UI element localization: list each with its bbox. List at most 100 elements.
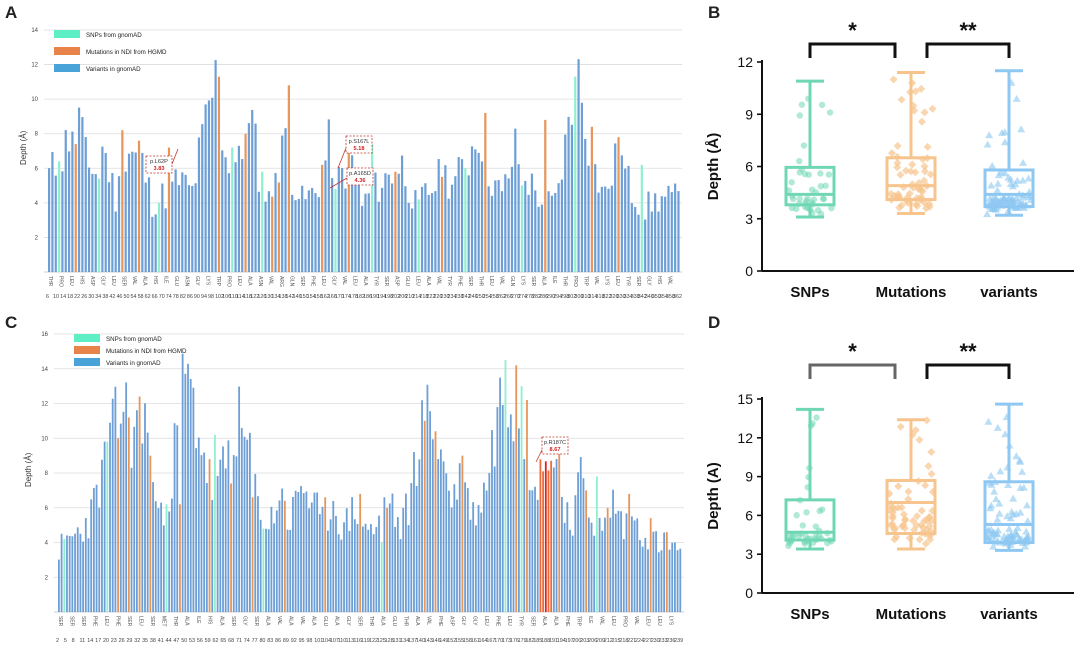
- variant-bar: [351, 497, 354, 612]
- mutation-bar: [149, 455, 152, 612]
- annotation-box: [346, 167, 374, 186]
- data-point: [925, 522, 934, 531]
- residue-label: ILE: [195, 616, 201, 624]
- data-point: [988, 161, 997, 169]
- index-label: 190: [370, 294, 379, 300]
- variant-bar: [353, 519, 356, 612]
- variant-bar: [668, 549, 671, 612]
- variant-bar: [267, 191, 270, 272]
- mutation-bar: [423, 420, 426, 612]
- variant-bar: [297, 491, 300, 612]
- residue-label: ASP: [89, 276, 95, 287]
- data-point: [897, 503, 906, 512]
- data-point: [993, 423, 1002, 431]
- index-label: 146: [432, 638, 441, 644]
- data-point: [924, 462, 933, 471]
- index-label: 82: [180, 294, 186, 300]
- variant-bar: [136, 410, 138, 612]
- variant-bar: [547, 191, 550, 272]
- index-label: 114: [236, 294, 245, 300]
- index-label: 338: [631, 294, 640, 300]
- residue-label: PHE: [310, 276, 316, 287]
- variant-bar: [387, 174, 390, 272]
- variant-bar: [554, 192, 557, 272]
- data-point: [920, 162, 929, 171]
- residue-label: TRP: [583, 276, 589, 287]
- variant-bar: [317, 197, 320, 272]
- variant-bar: [434, 191, 437, 272]
- significance-label: **: [959, 339, 977, 364]
- residue-label: SER: [149, 616, 155, 627]
- variant-bar: [221, 150, 224, 272]
- legend-swatch: [54, 30, 80, 38]
- variant-bar: [472, 502, 475, 612]
- data-point: [927, 469, 936, 478]
- data-point: [993, 179, 1002, 187]
- data-point: [886, 499, 895, 508]
- data-point: [920, 167, 929, 176]
- data-point: [817, 182, 825, 190]
- annotation-value: 4.36: [355, 178, 366, 184]
- variant-bar: [531, 490, 534, 612]
- index-label: 182: [356, 294, 365, 300]
- index-label: 215: [612, 638, 621, 644]
- index-label: 221: [627, 638, 636, 644]
- variant-bar: [676, 550, 679, 612]
- variant-bar: [650, 211, 653, 272]
- variant-bar: [345, 508, 348, 612]
- residue-label: VAL: [633, 616, 639, 625]
- variant-bar: [367, 193, 370, 272]
- mutation-bar: [617, 137, 620, 272]
- index-label: 128: [385, 638, 394, 644]
- variant-bar: [557, 183, 560, 272]
- residue-label: LEU: [614, 276, 620, 286]
- index-label: 202: [391, 294, 400, 300]
- variant-bar: [234, 162, 237, 272]
- legend-label: Mutations in NDI from HGMD: [86, 49, 167, 56]
- data-point: [983, 140, 992, 148]
- index-label: 198: [384, 294, 393, 300]
- variant-bar: [247, 123, 250, 272]
- residue-label: PRO: [572, 276, 578, 287]
- variant-bar: [160, 502, 163, 612]
- variant-bar: [388, 503, 391, 612]
- data-point: [922, 516, 931, 525]
- variant-bar: [657, 211, 660, 272]
- variant-bar: [134, 152, 137, 272]
- category-label: SNPs: [790, 606, 829, 623]
- data-point: [888, 514, 897, 523]
- variant-bar: [431, 439, 434, 612]
- residue-label: ALA: [264, 616, 270, 626]
- data-point: [1018, 176, 1027, 184]
- residue-label: HIS: [152, 276, 158, 285]
- data-point: [889, 75, 898, 84]
- index-label: 206: [398, 294, 407, 300]
- residue-label: LEU: [320, 276, 326, 286]
- index-label: 214: [412, 294, 421, 300]
- data-point: [897, 95, 906, 104]
- residue-label: HIS: [79, 276, 85, 285]
- data-point: [826, 109, 834, 116]
- index-label: 218: [419, 294, 428, 300]
- y-tick-label: 14: [41, 367, 48, 373]
- index-label: 318: [595, 294, 604, 300]
- data-point: [987, 181, 996, 189]
- mutation-bar: [547, 470, 550, 612]
- variant-bar: [647, 549, 649, 612]
- variant-bar: [448, 490, 450, 612]
- data-point: [910, 525, 919, 534]
- variant-bar: [580, 102, 583, 272]
- variant-bar: [270, 506, 273, 612]
- data-point: [924, 530, 933, 539]
- residue-label: ASN: [257, 276, 263, 287]
- variant-bar: [570, 124, 574, 273]
- data-point: [901, 515, 910, 524]
- variant-bar: [612, 489, 614, 612]
- data-point: [894, 482, 903, 491]
- y-tick-label: 16: [41, 332, 48, 338]
- variant-bar: [294, 200, 297, 272]
- variant-bar: [176, 425, 179, 612]
- data-point: [984, 200, 993, 208]
